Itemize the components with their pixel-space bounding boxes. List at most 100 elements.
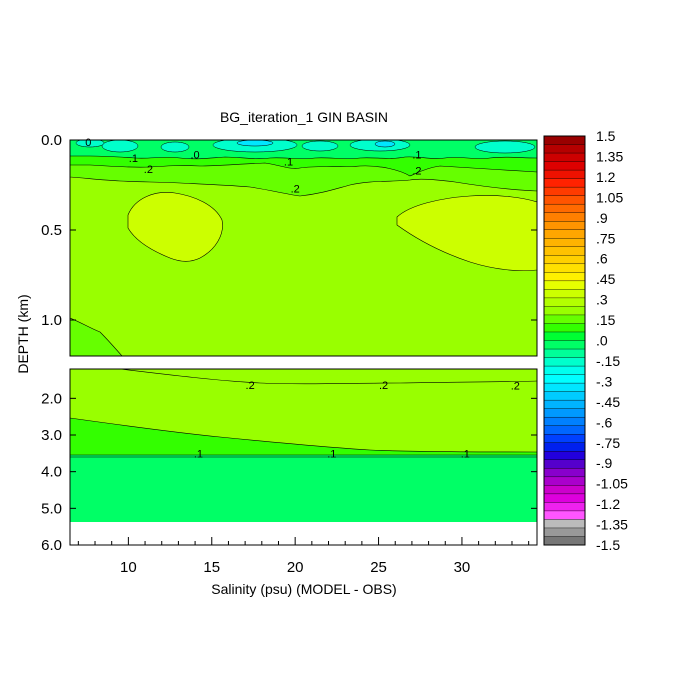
colorbar-swatch: [543, 365, 586, 376]
contour-label: .1: [412, 149, 421, 161]
contour-label: .1: [194, 448, 203, 460]
y-axis-label: DEPTH (km): [15, 294, 31, 373]
colorbar-swatch: [543, 459, 586, 469]
colorbar-label: 1.35: [596, 148, 623, 164]
lower-y-tick-label: 6.0: [41, 537, 62, 554]
x-axis-label: Salinity (psu) (MODEL - OBS): [211, 581, 396, 597]
colorbar-swatch: [543, 135, 586, 146]
colorbar-swatch: [543, 502, 586, 512]
colorbar-swatch: [543, 186, 586, 197]
upper-y-tick-label: 1.0: [41, 312, 62, 329]
colorbar-swatch: [543, 476, 586, 486]
colorbar-swatch: [543, 391, 586, 401]
colorbar-swatch: [543, 195, 586, 205]
colorbar-label: -1.5: [596, 537, 620, 553]
colorbar-swatch: [543, 425, 586, 435]
contour-label: .2: [246, 380, 255, 392]
colorbar-swatch: [543, 263, 586, 273]
colorbar-swatch: [543, 161, 586, 171]
colorbar-swatch: [543, 169, 586, 180]
x-tick-label: 30: [454, 559, 471, 576]
colorbar-swatch: [543, 323, 586, 333]
upper-y-ticks: 0.00.51.0: [41, 132, 537, 329]
colorbar-swatch: [543, 246, 586, 256]
upper-y-tick-label: 0.0: [41, 132, 62, 149]
x-tick-label: 15: [203, 559, 220, 576]
lower-y-tick-label: 5.0: [41, 500, 62, 517]
colorbar-label: -.6: [596, 414, 613, 430]
colorbar-label: 1.5: [596, 128, 616, 144]
upper-bottom-left-patch: [70, 317, 123, 356]
colorbar-swatch: [543, 331, 586, 341]
colorbar-label: .45: [596, 271, 616, 287]
contour-label: .2: [379, 380, 388, 392]
upper-negative-cells: [75, 140, 536, 154]
colorbar-swatch: [543, 306, 586, 316]
contour-label: .0: [190, 149, 199, 161]
colorbar-swatch: [543, 416, 586, 427]
colorbar-swatch: [543, 255, 586, 265]
colorbar-swatch: [543, 340, 586, 350]
colorbar-swatch: [543, 238, 586, 248]
lower-y-tick-label: 4.0: [41, 464, 62, 481]
colorbar-label: .75: [596, 230, 616, 246]
colorbar-swatch: [543, 399, 586, 410]
colorbar-swatch: [543, 314, 586, 324]
contour-label: .1: [327, 448, 336, 460]
colorbar-swatch: [543, 144, 586, 154]
x-axis-ticks: 10 15 20 25 30: [77, 537, 530, 576]
colorbar-label: .0: [596, 333, 608, 349]
x-tick-label: 20: [287, 559, 304, 576]
colorbar-label: 1.05: [596, 189, 623, 205]
contour-label: .1: [461, 448, 470, 460]
colorbar-swatch: [543, 382, 586, 393]
contour-label: .2: [144, 164, 153, 176]
colorbar-swatch: [543, 297, 586, 307]
contour-labels: 0 .1 .0 .2 .1 .2 .1 .2 .2 .2 .2 .1 .1 .1: [85, 137, 520, 461]
colorbar-label: -.15: [596, 353, 620, 369]
lower-y-tick-label: 3.0: [41, 427, 62, 444]
chart-title: BG_iteration_1 GIN BASIN: [220, 109, 388, 125]
colorbar-swatch: [543, 434, 586, 444]
colorbar-swatch: [543, 468, 586, 478]
colorbar-frame: [543, 135, 586, 546]
lower-y-tick-label: 2.0: [41, 390, 62, 407]
colorbar-label: -1.35: [596, 517, 628, 533]
colorbar-labels: 1.5 1.35 1.2 1.05 .9 .75 .6 .45 .3 .15 .0 -.15 -.3 -.…: [596, 128, 628, 553]
colorbar-label: .3: [596, 292, 608, 308]
colorbar-swatch: [543, 280, 586, 290]
colorbar-swatch: [543, 485, 586, 495]
colorbar-label: -.45: [596, 394, 620, 410]
upper-y-tick-label: 0.5: [41, 222, 62, 239]
colorbar-label: -1.05: [596, 476, 628, 492]
colorbar-swatch: [543, 212, 586, 222]
lower-y-ticks: 2.0 3.0 4.0 5.0 6.0: [41, 390, 537, 554]
colorbar-swatch: [543, 203, 586, 214]
colorbar: [543, 135, 586, 546]
colorbar-swatch: [543, 408, 586, 418]
colorbar-swatch: [543, 229, 586, 239]
colorbar-label: 1.2: [596, 169, 616, 185]
contour-label: .2: [511, 381, 520, 393]
colorbar-swatch: [543, 493, 586, 503]
colorbar-label: -.9: [596, 455, 613, 471]
lower-panel-frame: [69, 368, 538, 546]
colorbar-swatch: [543, 510, 586, 520]
colorbar-swatch: [543, 178, 586, 188]
colorbar-swatch: [543, 289, 586, 299]
colorbar-swatch: [543, 519, 586, 529]
colorbar-swatch: [543, 374, 586, 384]
contour-label: .2: [291, 184, 300, 196]
colorbar-label: -.75: [596, 435, 620, 451]
upper-panel: 0.00.51.0: [41, 132, 538, 357]
lower-panel: 2.0 3.0 4.0 5.0 6.0 10 15 20 25 30: [41, 368, 538, 576]
contour-label: .1: [284, 157, 293, 169]
colorbar-swatch: [543, 357, 586, 367]
contour-label: 0: [85, 137, 91, 149]
colorbar-swatch: [543, 451, 586, 461]
colorbar-label: .9: [596, 210, 608, 226]
colorbar-swatch: [543, 272, 586, 282]
colorbar-label: -.3: [596, 373, 613, 389]
upper-positive-blob-left: [127, 192, 223, 262]
